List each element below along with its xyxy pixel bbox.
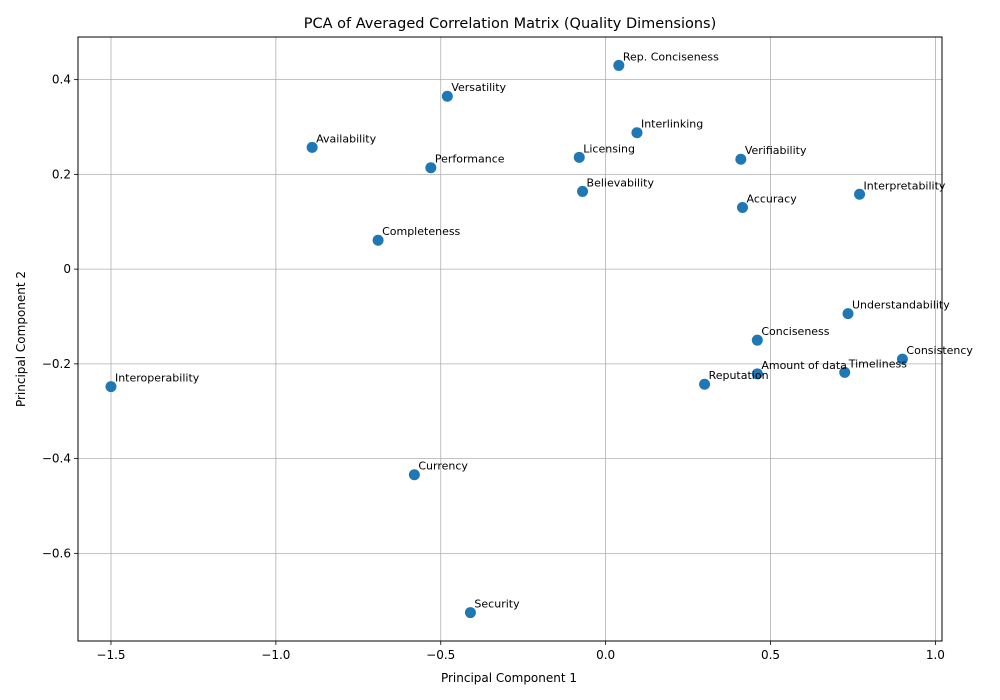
data-point [735,153,747,165]
point-label: Understandability [852,299,950,312]
data-point [736,202,748,214]
point-label: Completeness [382,225,460,238]
data-point [408,469,420,481]
x-tick-label: −0.5 [426,648,455,662]
point-label: Performance [435,153,505,166]
data-point [839,366,851,378]
y-tick-label: 0.2 [52,167,71,181]
data-point [372,234,384,246]
point-label: Availability [316,132,376,145]
data-point [842,308,854,320]
point-label: Accuracy [746,193,797,206]
y-tick-label: 0 [63,262,71,276]
data-point [751,334,763,346]
data-point [441,90,453,102]
y-axis-title: Principal Component 2 [14,271,28,407]
data-point [425,162,437,174]
point-label: Conciseness [761,325,829,338]
data-point [573,151,585,163]
data-point [751,368,763,380]
point-label: Interpretability [864,179,946,192]
point-label: Consistency [906,344,973,357]
point-label: Licensing [583,142,635,155]
y-tick-label: −0.6 [42,546,71,560]
data-point [306,141,318,153]
data-point [577,185,589,197]
data-points [105,59,908,619]
point-label: Interoperability [115,372,200,385]
x-tick-label: 0.5 [761,648,780,662]
data-point [613,59,625,71]
data-point [631,127,643,139]
data-point [854,188,866,200]
grid-lines [78,37,942,641]
point-labels: Rep. Conciseness Versatility Interlinking A… [115,50,973,610]
data-point [896,353,908,365]
x-tick-label: 1.0 [926,648,945,662]
y-tick-label: −0.2 [42,357,71,371]
point-label: Rep. Conciseness [623,50,719,63]
chart-title: PCA of Averaged Correlation Matrix (Qual… [304,16,717,32]
x-tick-label: 0.0 [596,648,615,662]
axis-ticks: −1.5 −1.0 −0.5 0.0 0.5 1.0 −0.6 −0.4 −0.2 0 0.2 0.4 [42,73,945,662]
y-tick-label: −0.4 [42,452,71,466]
data-point [699,378,711,390]
point-label: Security [474,598,520,611]
data-point [105,381,117,393]
point-label: Reputation [709,369,769,382]
point-label: Timeliness [848,357,908,370]
x-tick-label: −1.5 [96,648,125,662]
point-label: Amount of data [761,359,847,372]
point-label: Interlinking [641,118,703,131]
point-label: Currency [418,460,468,473]
point-label: Versatility [451,81,506,94]
x-tick-label: −1.0 [261,648,290,662]
point-label: Believability [587,176,655,189]
plot-area-frame [77,36,943,642]
y-tick-label: 0.4 [52,73,71,87]
data-point [464,607,476,619]
x-axis-title: Principal Component 1 [441,671,577,685]
point-label: Verifiability [745,144,807,157]
